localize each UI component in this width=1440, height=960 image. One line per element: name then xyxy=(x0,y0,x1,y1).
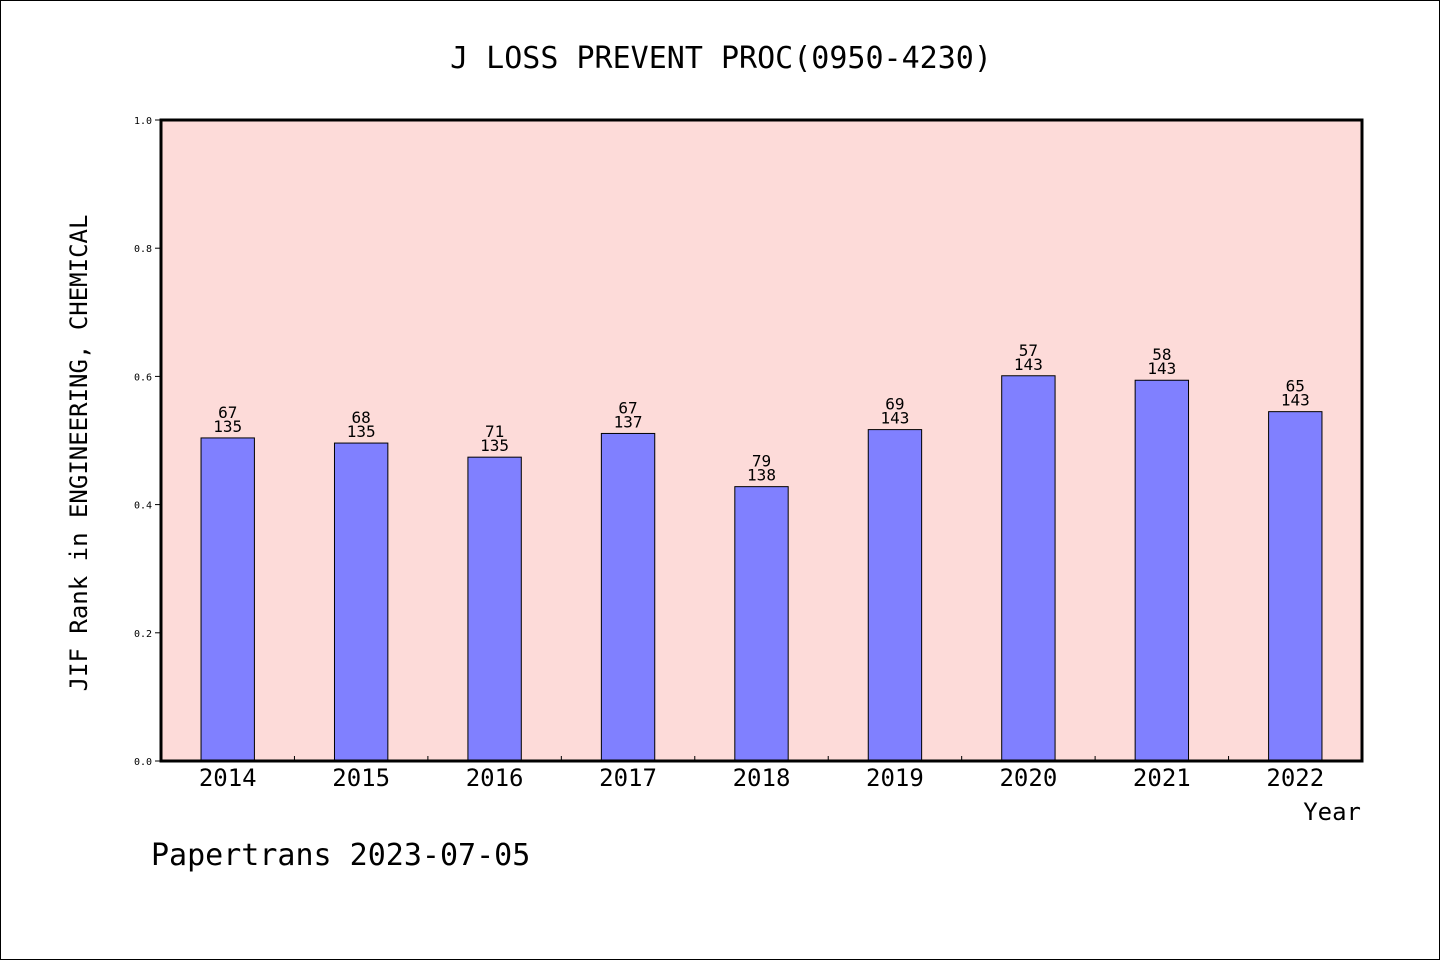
bar-2021 xyxy=(1134,379,1190,762)
data-label-rank: 67 xyxy=(618,398,637,417)
bar-2018 xyxy=(734,486,789,762)
data-label-rank: 58 xyxy=(1152,345,1171,364)
data-label-total: 135 xyxy=(347,422,376,441)
data-label-total: 135 xyxy=(213,417,242,436)
x-tick-label: 2022 xyxy=(1266,764,1324,792)
x-tick-label: 2018 xyxy=(733,764,791,792)
x-axis: 2014 2015 2016 2017 2018 2019 2020 2021 2022 xyxy=(199,756,1324,792)
bar-2019 xyxy=(867,429,923,762)
y-tick-label: 0.6 xyxy=(134,372,152,383)
y-tick-label: 1.0 xyxy=(134,116,152,127)
data-label-rank: 65 xyxy=(1286,377,1305,396)
y-axis-label: JIF Rank in ENGINEERING, CHEMICAL xyxy=(65,215,93,692)
footer-credit: Papertrans 2023-07-05 xyxy=(151,838,530,873)
x-tick-label: 2021 xyxy=(1133,764,1191,792)
bar-2016 xyxy=(467,456,522,762)
data-label-total: 143 xyxy=(1147,359,1176,378)
x-tick-label: 2014 xyxy=(199,764,257,792)
x-tick-label: 2016 xyxy=(466,764,524,792)
data-label-rank: 57 xyxy=(1019,341,1038,360)
data-label-total: 135 xyxy=(480,436,509,455)
bar-2017 xyxy=(600,432,656,762)
data-label-rank: 69 xyxy=(885,395,904,414)
y-tick-label: 0.2 xyxy=(134,629,152,640)
data-label-rank: 67 xyxy=(218,403,237,422)
bar-2015 xyxy=(333,442,389,762)
plot-frame xyxy=(159,118,1364,763)
x-tick-label: 2017 xyxy=(599,764,657,792)
y-tick-label: 0.4 xyxy=(134,501,152,512)
data-label-total: 138 xyxy=(747,466,776,485)
x-axis-label: Year xyxy=(1303,798,1361,826)
bar-2022 xyxy=(1268,411,1323,762)
data-label-total: 143 xyxy=(1014,355,1043,374)
data-label-total: 143 xyxy=(1281,391,1310,410)
chart-title: J LOSS PREVENT PROC(0950-4230) xyxy=(450,41,992,76)
y-axis: 0.0 0.2 0.4 0.6 0.8 1.0 xyxy=(134,116,161,768)
y-tick-label: 0.0 xyxy=(134,757,152,768)
data-label-rank: 71 xyxy=(485,422,504,441)
x-tick-label: 2019 xyxy=(866,764,924,792)
data-label-rank: 79 xyxy=(752,452,771,471)
data-label-total: 137 xyxy=(614,412,643,431)
bar-2014 xyxy=(200,437,255,762)
data-label-total: 143 xyxy=(880,409,909,428)
bar-2020 xyxy=(1001,375,1056,762)
x-tick-label: 2020 xyxy=(999,764,1057,792)
data-label-rank: 68 xyxy=(352,408,371,427)
y-tick-label: 0.8 xyxy=(134,244,152,255)
x-tick-label: 2015 xyxy=(332,764,390,792)
